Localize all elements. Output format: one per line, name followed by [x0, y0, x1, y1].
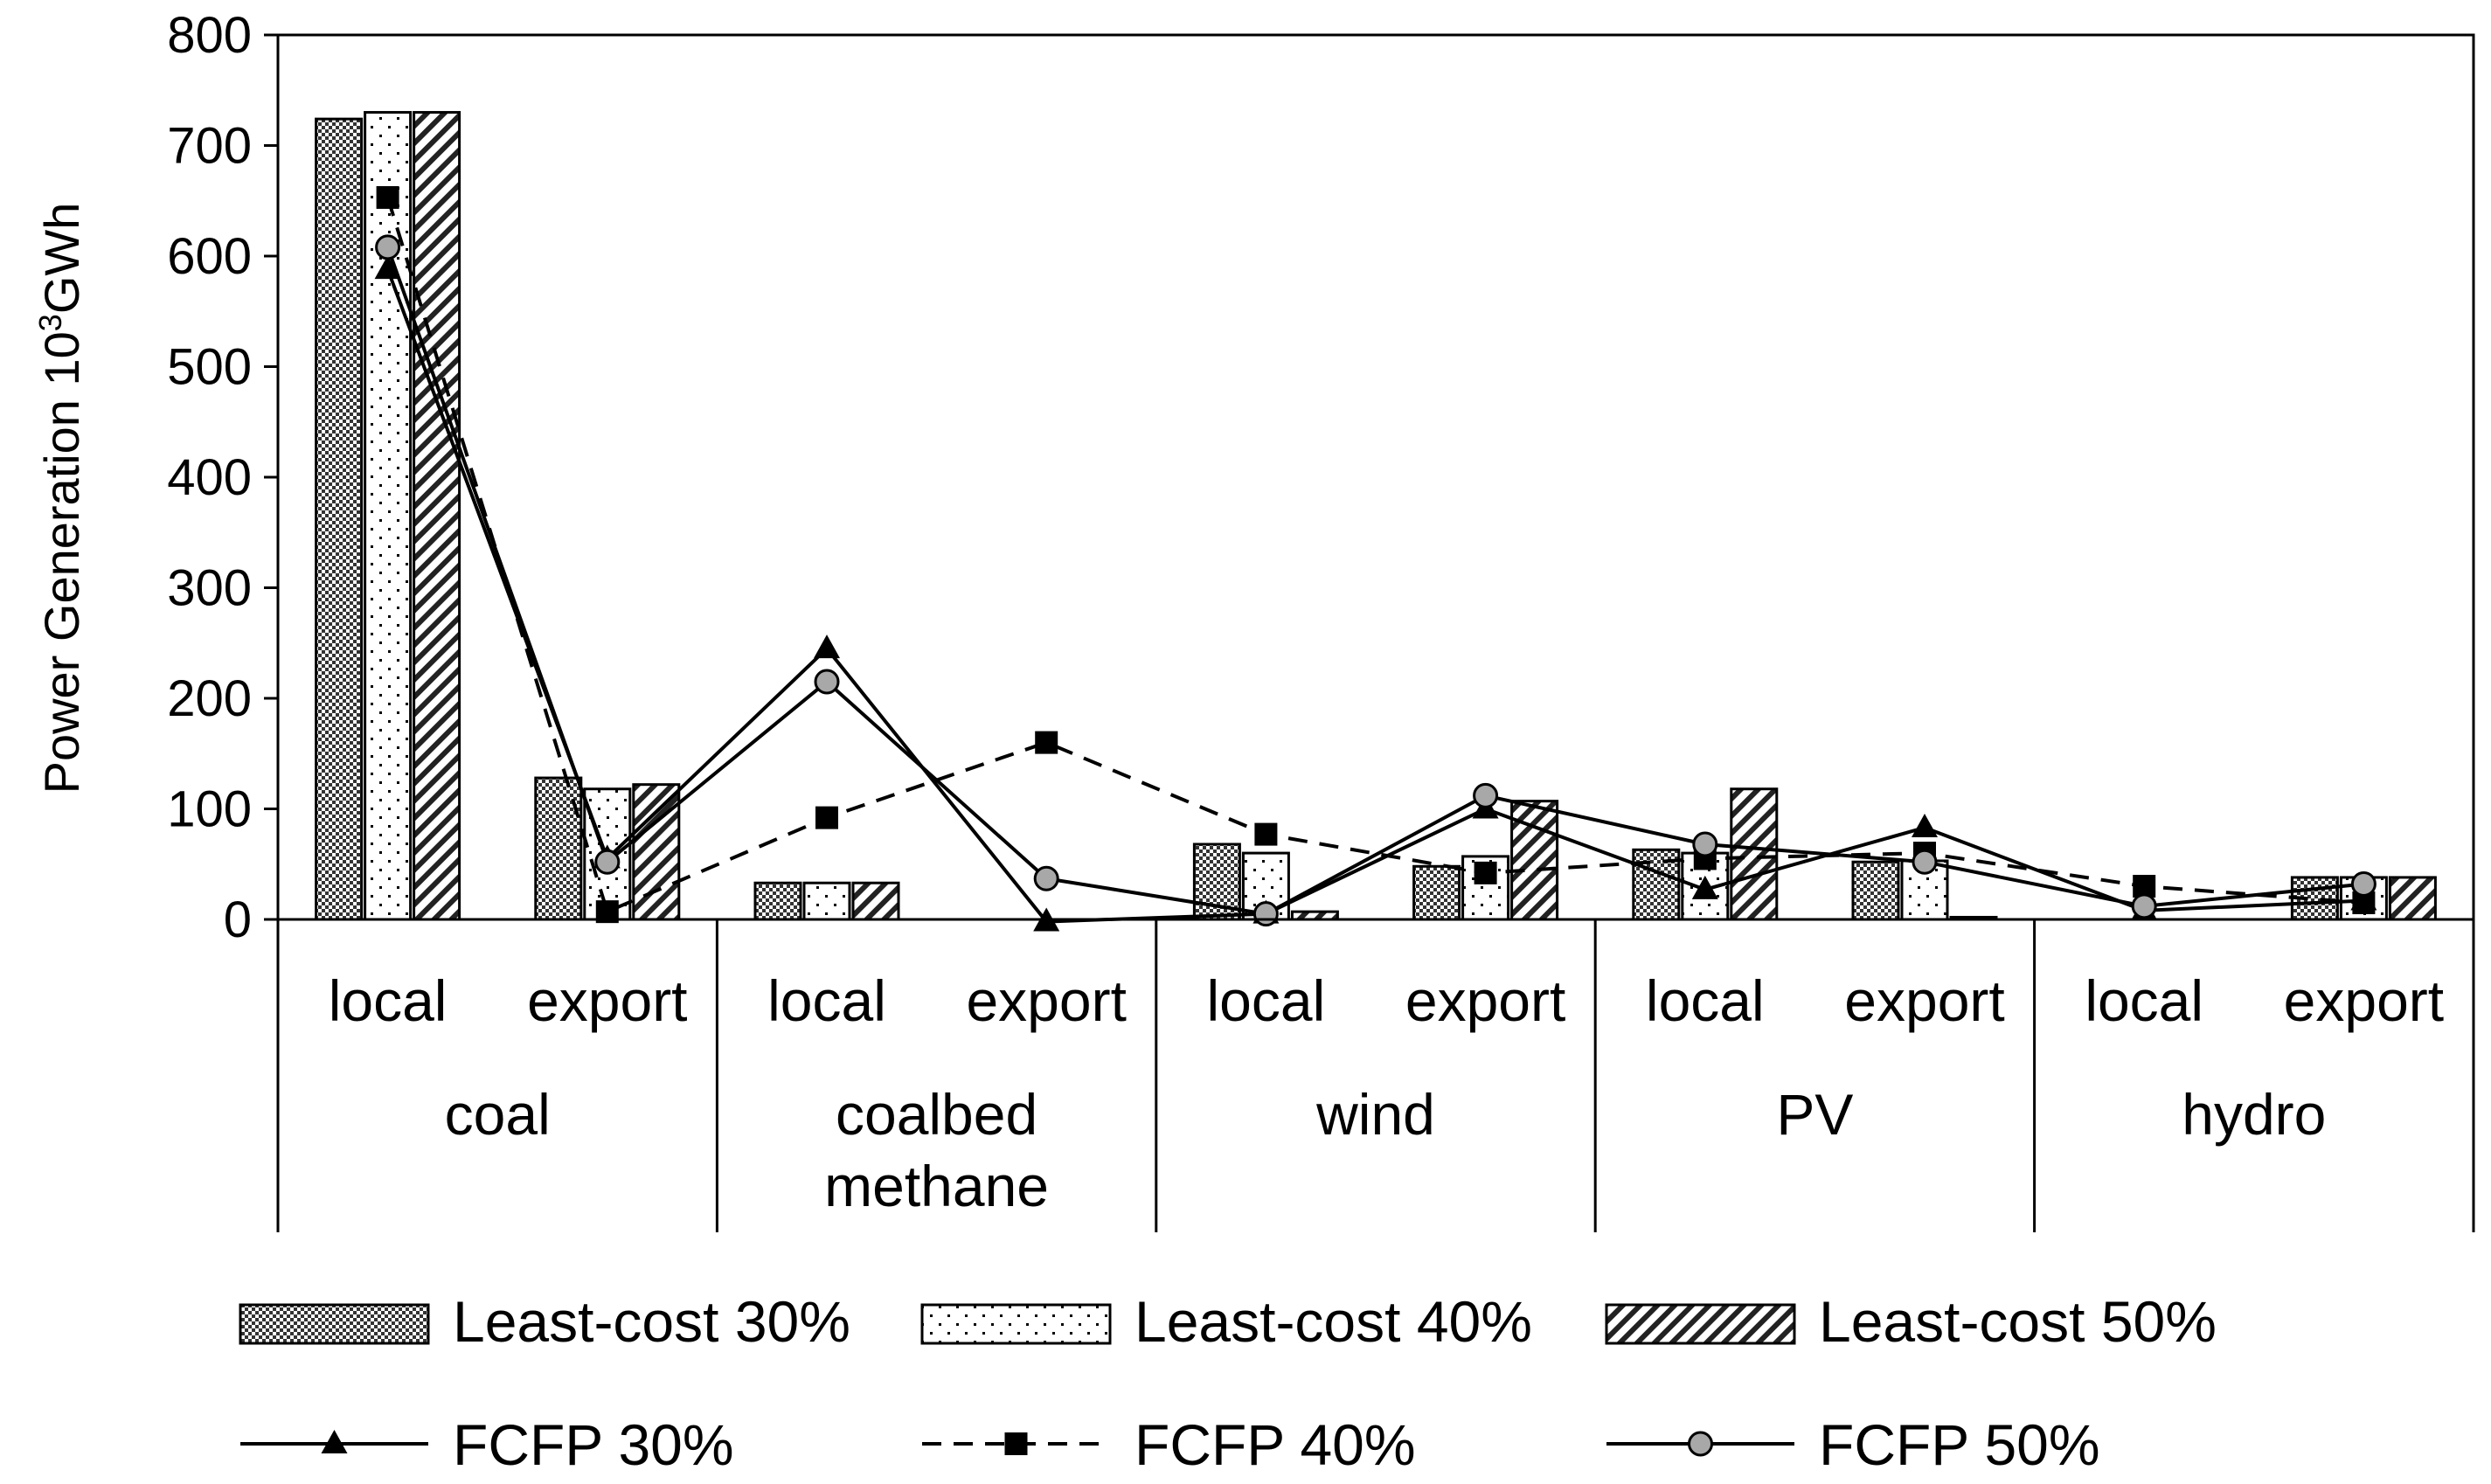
bar: [1510, 800, 1559, 921]
line-point: [321, 1430, 348, 1453]
legend-swatch: [1605, 1303, 1796, 1345]
y-tick-label: 700: [167, 118, 252, 175]
legend-swatch: [920, 1303, 1112, 1345]
bar: [2388, 876, 2437, 921]
subcategory-label: local: [2085, 968, 2203, 1033]
line-point: [1473, 782, 1499, 808]
y-axis-title: Power Generation 103GWh: [32, 203, 89, 794]
line-point: [814, 635, 840, 659]
line-point: [374, 255, 401, 280]
subcategory-label: export: [966, 968, 1126, 1033]
line-point: [1474, 861, 1497, 884]
subcategory-label: local: [1646, 968, 1765, 1033]
legend-label: FCFP 30%: [453, 1412, 734, 1477]
bar: [1730, 787, 1779, 921]
bar: [1412, 864, 1461, 921]
line-point: [1691, 875, 1718, 899]
bar: [1851, 860, 1900, 921]
line-point: [2131, 893, 2157, 919]
line-point: [814, 669, 840, 695]
line-point: [594, 849, 621, 875]
group-label: coal: [445, 1082, 551, 1147]
legend-label: Least-cost 30%: [453, 1289, 850, 1354]
line-point: [1912, 849, 1938, 875]
group-label: PV: [1776, 1082, 1853, 1147]
plot-border: [276, 33, 2475, 921]
y-tick-label: 100: [167, 781, 252, 838]
subcategory-label: export: [2284, 968, 2444, 1033]
line-point: [1033, 865, 1059, 891]
group-label: coalbed methane: [824, 1082, 1049, 1218]
y-tick-label: 400: [167, 449, 252, 506]
line-point: [1035, 731, 1058, 754]
bar: [753, 881, 802, 921]
y-tick-label: 200: [167, 670, 252, 727]
line-point: [375, 234, 401, 260]
legend-label: FCFP 40%: [1134, 1412, 1416, 1477]
group-label: hydro: [2182, 1082, 2326, 1147]
line-point: [1252, 901, 1279, 927]
legend: Least-cost 30% Least-cost 40% Least-cost 5…: [239, 1289, 2217, 1477]
series-line: [385, 197, 2364, 914]
series-line: [385, 246, 2364, 916]
axes: [276, 33, 2475, 921]
legend-label: FCFP 50%: [1819, 1412, 2100, 1477]
bar-series: [315, 111, 2437, 921]
bar: [364, 111, 413, 921]
line-point: [376, 185, 399, 209]
legend-label: Least-cost 40%: [1134, 1289, 1532, 1354]
bar: [413, 111, 461, 921]
y-tick-label: 800: [167, 7, 252, 64]
line-series: [374, 185, 2377, 932]
y-axis-ticks: 0 100 200 300 400 500 600 700 800: [167, 7, 278, 948]
legend-label: Least-cost 50%: [1819, 1289, 2217, 1354]
line-point: [2350, 871, 2377, 898]
y-tick-label: 600: [167, 228, 252, 285]
bar: [802, 881, 851, 921]
subcategory-label: local: [767, 968, 886, 1033]
series-line: [385, 268, 2364, 924]
subcategory-label: local: [329, 968, 448, 1033]
bar: [632, 783, 681, 921]
subcategory-label: export: [527, 968, 687, 1033]
y-tick-label: 300: [167, 560, 252, 617]
line-point: [1688, 1431, 1713, 1457]
subcategory-label: local: [1207, 968, 1326, 1033]
line-point: [1254, 822, 1278, 846]
line-point: [1912, 814, 1938, 838]
subcategory-label: export: [1405, 968, 1565, 1033]
category-axis: local export local export local export local ex…: [276, 919, 2475, 1232]
group-label: wind: [1315, 1082, 1435, 1147]
group-label-line: methane: [824, 1154, 1049, 1218]
line-point: [815, 806, 838, 829]
group-label-line: coalbed: [836, 1082, 1037, 1147]
subcategory-label: export: [1844, 968, 2004, 1033]
line-point: [1692, 831, 1718, 857]
bar: [851, 881, 900, 921]
line-point: [1004, 1432, 1028, 1455]
y-tick-label: 0: [224, 891, 252, 948]
y-tick-label: 500: [167, 339, 252, 396]
legend-swatch: [239, 1303, 430, 1345]
bar: [315, 117, 364, 921]
